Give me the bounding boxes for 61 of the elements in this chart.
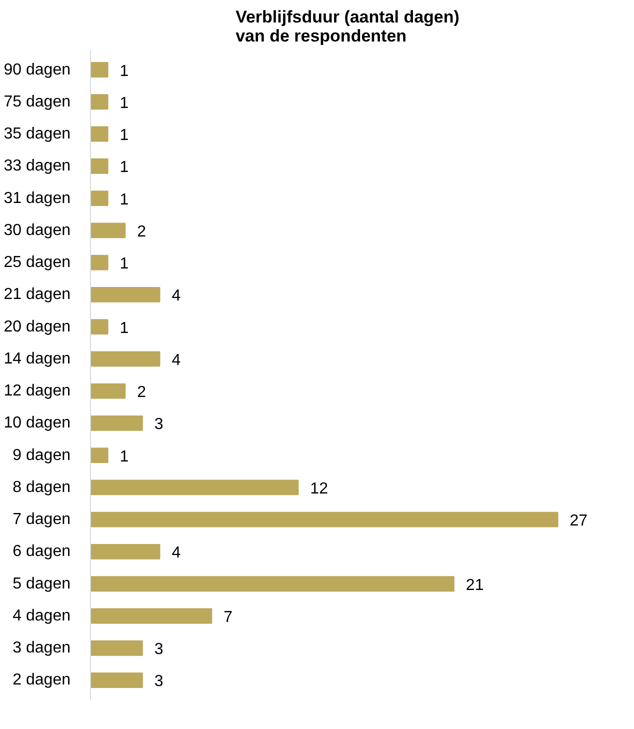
data-label: 7 bbox=[224, 608, 233, 626]
y-tick-label: 9 dagen bbox=[12, 446, 71, 464]
y-tick-label: 20 dagen bbox=[4, 318, 70, 336]
bar bbox=[90, 640, 143, 656]
data-label: 21 bbox=[466, 576, 484, 594]
bar bbox=[90, 512, 558, 528]
bar bbox=[90, 126, 108, 142]
y-tick-label: 31 dagen bbox=[4, 190, 70, 207]
y-tick-label: 35 dagen bbox=[4, 126, 70, 143]
data-label: 1 bbox=[120, 320, 129, 337]
data-label: 2 bbox=[137, 384, 146, 402]
data-label: 1 bbox=[120, 191, 129, 208]
y-tick-label: 4 dagen bbox=[12, 607, 71, 624]
bar bbox=[90, 608, 212, 624]
y-tick-label: 8 dagen bbox=[12, 478, 71, 496]
data-label: 12 bbox=[310, 480, 328, 498]
y-tick-label: 90 dagen bbox=[4, 61, 70, 78]
y-tick-label: 33 dagen bbox=[4, 158, 70, 175]
data-label: 1 bbox=[120, 127, 129, 144]
bar bbox=[90, 448, 108, 464]
y-tick-label: 21 dagen bbox=[4, 286, 70, 304]
bar bbox=[90, 319, 108, 335]
data-label: 4 bbox=[172, 352, 181, 369]
y-tick-label: 25 dagen bbox=[4, 254, 70, 272]
data-label: 1 bbox=[120, 256, 129, 273]
bar bbox=[90, 286, 160, 302]
y-tick-label: 14 dagen bbox=[4, 350, 70, 368]
data-label: 1 bbox=[120, 94, 129, 112]
bar bbox=[90, 351, 160, 367]
data-label: 3 bbox=[154, 641, 164, 658]
data-label: 3 bbox=[154, 416, 164, 434]
data-label: 3 bbox=[154, 673, 164, 690]
data-label: 4 bbox=[172, 544, 181, 562]
y-tick-label: 75 dagen bbox=[4, 93, 70, 110]
bar bbox=[90, 672, 143, 688]
y-tick-label: 2 dagen bbox=[12, 672, 71, 689]
bar bbox=[90, 254, 108, 270]
y-tick-label: 6 dagen bbox=[12, 543, 71, 560]
bar bbox=[90, 576, 454, 592]
bar bbox=[90, 480, 299, 496]
bar bbox=[90, 383, 126, 399]
bar bbox=[90, 415, 143, 431]
bar bbox=[90, 62, 108, 78]
bar bbox=[90, 544, 160, 560]
bar bbox=[90, 94, 108, 110]
data-label: 1 bbox=[120, 448, 129, 466]
data-label: 4 bbox=[172, 288, 181, 305]
data-label: 1 bbox=[120, 62, 129, 80]
y-tick-label: 30 dagen bbox=[4, 222, 70, 239]
bar bbox=[90, 222, 126, 238]
chart-title: Verblijfsduur (aantal dagen) van de respondenten bbox=[236, 8, 460, 46]
bar bbox=[90, 158, 108, 174]
y-tick-label: 7 dagen bbox=[12, 511, 71, 528]
y-tick-label: 3 dagen bbox=[12, 640, 71, 657]
y-tick-label: 12 dagen bbox=[4, 382, 70, 400]
y-tick-label: 5 dagen bbox=[12, 575, 71, 592]
bar bbox=[90, 190, 108, 206]
data-label: 1 bbox=[120, 159, 129, 176]
y-tick-label: 10 dagen bbox=[4, 414, 70, 432]
data-label: 27 bbox=[570, 512, 588, 530]
data-label: 2 bbox=[137, 223, 146, 240]
